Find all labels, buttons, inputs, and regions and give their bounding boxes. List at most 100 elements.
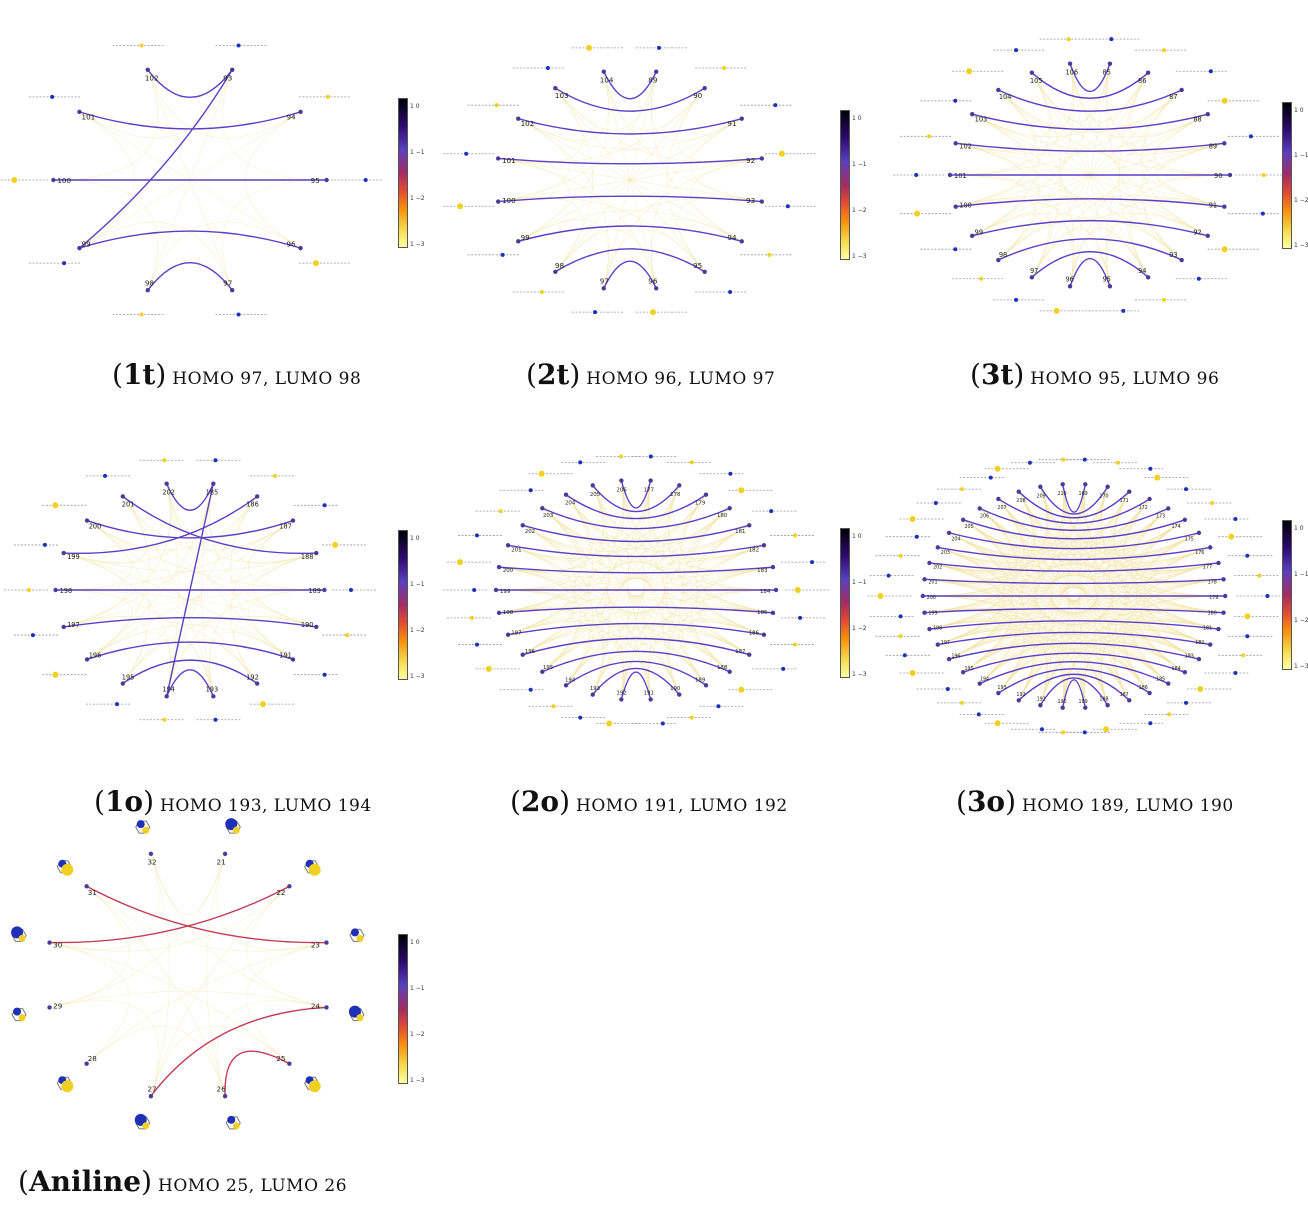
weak-edge bbox=[522, 606, 773, 655]
weak-edge bbox=[86, 496, 258, 551]
node-label: 196 bbox=[525, 649, 536, 655]
edge-102-93 bbox=[147, 69, 233, 98]
graph-aniline: 21 22 23 24 25 26 27 28 29 30 31 32 bbox=[11, 818, 365, 1130]
weak-edge bbox=[542, 508, 624, 700]
weak-edge bbox=[677, 88, 762, 163]
molecule-icon bbox=[56, 1076, 74, 1093]
edge-205-174 bbox=[962, 519, 1186, 540]
node-label: 21 bbox=[217, 858, 226, 867]
molecule-icon bbox=[331, 588, 376, 592]
weak-edge bbox=[209, 483, 317, 628]
node-label: 178 bbox=[1208, 579, 1217, 585]
molecule-icon bbox=[916, 501, 961, 506]
molecule-icon bbox=[467, 252, 520, 257]
node-177 bbox=[1216, 560, 1221, 566]
weak-edge bbox=[1069, 199, 1225, 287]
molecule-icon bbox=[740, 103, 793, 108]
node-181 bbox=[1216, 626, 1221, 632]
edge-194-185 bbox=[165, 483, 215, 697]
molecule-icon bbox=[770, 642, 815, 647]
molecule-icon bbox=[293, 672, 338, 677]
node-label: 29 bbox=[53, 1001, 63, 1010]
weak-edge bbox=[998, 486, 1051, 545]
edge-199-186 bbox=[63, 495, 258, 555]
molecule-icon bbox=[139, 717, 184, 722]
molecule-icon bbox=[784, 587, 829, 593]
node-102 bbox=[145, 67, 150, 72]
node-label: 85 bbox=[1103, 69, 1111, 77]
node-182 bbox=[761, 543, 767, 548]
weak-edge bbox=[929, 484, 1064, 571]
edge-195-184 bbox=[962, 652, 1186, 673]
weak-edge bbox=[1069, 63, 1225, 151]
node-99 bbox=[970, 233, 975, 239]
weak-edge bbox=[63, 496, 258, 628]
edge-192-187 bbox=[1018, 673, 1130, 701]
weak-edge bbox=[955, 72, 1050, 207]
molecule-icon bbox=[1236, 594, 1281, 598]
edge-201-178 bbox=[924, 578, 1224, 585]
node-label: 193 bbox=[590, 686, 600, 692]
weak-edge bbox=[122, 496, 317, 628]
molecule-icon bbox=[1119, 721, 1164, 726]
node-106 bbox=[1067, 61, 1073, 66]
node-label: 187 bbox=[279, 523, 292, 531]
molecule-icon bbox=[885, 534, 930, 539]
node-187 bbox=[1127, 698, 1132, 703]
node-label: 95 bbox=[311, 176, 320, 185]
weak-edge bbox=[86, 631, 172, 697]
node-97 bbox=[601, 286, 606, 291]
weak-edge bbox=[522, 494, 593, 552]
molecule-icon bbox=[1144, 712, 1189, 717]
node-188 bbox=[314, 550, 319, 556]
node-195 bbox=[540, 669, 545, 674]
weak-edge bbox=[948, 632, 1021, 684]
molecule-icon bbox=[1227, 211, 1280, 216]
weak-edge bbox=[150, 853, 327, 1008]
weak-edge bbox=[63, 616, 258, 684]
molecule-icon bbox=[993, 297, 1046, 302]
node-203 bbox=[935, 545, 940, 550]
weak-edge bbox=[55, 589, 132, 660]
node-175 bbox=[1196, 530, 1202, 536]
edge-102-91 bbox=[518, 117, 742, 135]
node-label: 189 bbox=[308, 587, 321, 595]
molecule-icon bbox=[1039, 307, 1092, 314]
weak-edge bbox=[55, 520, 132, 591]
molecule-icon bbox=[512, 289, 565, 294]
molecule-icon bbox=[1204, 671, 1249, 676]
node-label: 92 bbox=[746, 156, 755, 165]
node-85 bbox=[1107, 61, 1113, 66]
weak-edge bbox=[955, 63, 1111, 151]
edge-206-173 bbox=[979, 507, 1169, 531]
weak-edge bbox=[49, 942, 130, 1064]
molecule-icon bbox=[11, 926, 27, 942]
edge-26-25 bbox=[224, 1050, 290, 1097]
node-203 bbox=[540, 506, 545, 511]
molecule-icon bbox=[916, 686, 961, 691]
node-192 bbox=[619, 697, 624, 702]
colorbar-tick: 1 −1 bbox=[1294, 152, 1308, 159]
molecule-icon bbox=[1227, 134, 1280, 139]
node-label: 191 bbox=[279, 651, 292, 659]
weak-edge bbox=[555, 88, 593, 272]
caption-desc: HOMO 25, LUMO 26 bbox=[158, 1176, 348, 1196]
node-label: 192 bbox=[1016, 692, 1025, 698]
caption-desc: HOMO 97, LUMO 98 bbox=[172, 369, 362, 389]
node-186 bbox=[255, 494, 260, 499]
molecule-icon bbox=[1093, 726, 1138, 733]
weak-edge bbox=[621, 480, 707, 686]
molecule-icon bbox=[635, 309, 688, 316]
weak-edge bbox=[53, 69, 158, 181]
molecule-icon bbox=[1065, 730, 1110, 735]
weak-edge bbox=[508, 508, 583, 562]
node-197 bbox=[505, 632, 511, 637]
node-89 bbox=[1222, 141, 1227, 146]
molecule-icon bbox=[764, 150, 817, 157]
node-label: 89 bbox=[1209, 143, 1217, 151]
molecule-icon bbox=[1187, 685, 1232, 692]
weak-edge bbox=[49, 1000, 160, 1097]
weak-edge bbox=[542, 480, 624, 672]
molecule-icon bbox=[1204, 516, 1249, 521]
colorbar-tick: 1 −2 bbox=[852, 207, 867, 214]
